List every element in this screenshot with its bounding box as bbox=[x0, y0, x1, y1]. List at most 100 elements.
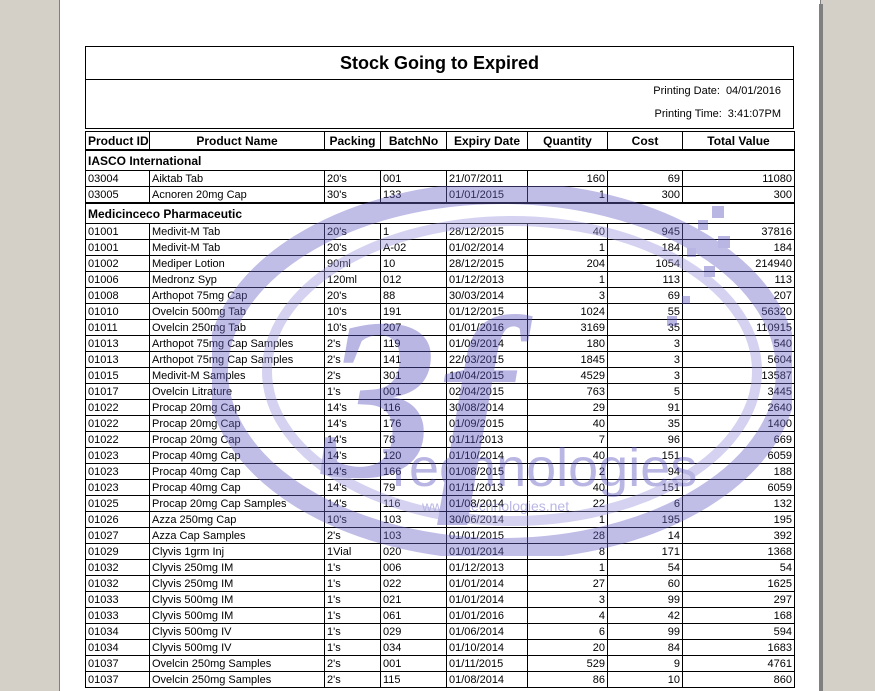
page-shadow bbox=[819, 4, 823, 691]
table-cell: 6059 bbox=[682, 479, 795, 496]
table-cell: 860 bbox=[682, 671, 795, 688]
table-cell: 14 bbox=[607, 527, 683, 544]
printing-date-label: Printing Date: bbox=[653, 85, 720, 97]
table-cell: Procap 20mg Cap bbox=[149, 415, 325, 432]
table-row: 01022 Procap 20mg Cap 14's 116 30/08/2014 29 9… bbox=[85, 399, 795, 416]
table-cell: 006 bbox=[380, 559, 447, 576]
table-cell: 2's bbox=[324, 335, 381, 352]
table-cell: 2's bbox=[324, 367, 381, 384]
table-cell: 01/10/2014 bbox=[446, 639, 528, 656]
table-cell: 4529 bbox=[527, 367, 608, 384]
table-row: 01026 Azza 250mg Cap 10's 103 30/06/2014 1 195… bbox=[85, 511, 795, 528]
table-cell: 01033 bbox=[85, 591, 150, 608]
table-row: 01015 Medivit-M Samples 2's 301 10/04/2015 45… bbox=[85, 367, 795, 384]
table-cell: 01/10/2014 bbox=[446, 447, 528, 464]
table-cell: 22/03/2015 bbox=[446, 351, 528, 368]
table-cell: 1 bbox=[527, 271, 608, 288]
table-cell: 1 bbox=[527, 239, 608, 256]
table-cell: 540 bbox=[682, 335, 795, 352]
table-cell: 300 bbox=[607, 186, 683, 204]
table-cell: Ovelcin 500mg Tab bbox=[149, 303, 325, 320]
table-cell: 01011 bbox=[85, 319, 150, 336]
table-row: 01033 Clyvis 500mg IM 1's 021 01/01/2014 3 99 2… bbox=[85, 591, 795, 608]
table-cell: 945 bbox=[607, 223, 683, 240]
table-cell: 14's bbox=[324, 463, 381, 480]
table-cell: 195 bbox=[682, 511, 795, 528]
table-cell: 3 bbox=[607, 351, 683, 368]
table-cell: 01006 bbox=[85, 271, 150, 288]
table-row: 01029 Clyvis 1grm Inj 1Vial 020 01/01/2014 8 1… bbox=[85, 543, 795, 560]
table-cell: 110915 bbox=[682, 319, 795, 336]
table-cell: 01010 bbox=[85, 303, 150, 320]
table-cell: 01/09/2014 bbox=[446, 335, 528, 352]
table-cell: 001 bbox=[380, 383, 447, 400]
table-cell: 1's bbox=[324, 607, 381, 624]
print-info: Printing Date: 04/01/2016 Printing Time:… bbox=[85, 79, 794, 129]
stock-table: Product ID Product Name Packing BatchNo Expi… bbox=[85, 131, 795, 688]
table-cell: 01025 bbox=[85, 495, 150, 512]
table-cell: 166 bbox=[380, 463, 447, 480]
table-row: 01010 Ovelcin 500mg Tab 10's 191 01/12/2015 1… bbox=[85, 303, 795, 320]
table-cell: 1's bbox=[324, 591, 381, 608]
table-cell: 01037 bbox=[85, 655, 150, 672]
table-cell: 94 bbox=[607, 463, 683, 480]
table-cell: 01032 bbox=[85, 559, 150, 576]
table-cell: 207 bbox=[380, 319, 447, 336]
table-cell: 21/07/2011 bbox=[446, 170, 528, 187]
table-cell: 01034 bbox=[85, 623, 150, 640]
table-cell: 01023 bbox=[85, 479, 150, 496]
table-cell: 01/08/2014 bbox=[446, 671, 528, 688]
table-cell: Mediper Lotion bbox=[149, 255, 325, 272]
table-row: 01032 Clyvis 250mg IM 1's 006 01/12/2013 1 54 5… bbox=[85, 559, 795, 576]
printing-time-value: 3:41:07PM bbox=[727, 108, 781, 120]
column-header: Packing bbox=[324, 131, 381, 151]
table-cell: 10's bbox=[324, 319, 381, 336]
table-cell: 14's bbox=[324, 431, 381, 448]
table-cell: 14's bbox=[324, 495, 381, 512]
table-row: 01037 Ovelcin 250mg Samples 2's 001 01/11/20… bbox=[85, 655, 795, 672]
table-cell: 113 bbox=[682, 271, 795, 288]
table-cell: 763 bbox=[527, 383, 608, 400]
table-cell: Procap 40mg Cap bbox=[149, 479, 325, 496]
group-row: Medicinceco Pharmaceutic bbox=[85, 202, 795, 224]
table-row: 01022 Procap 20mg Cap 14's 176 01/09/2015 40 3… bbox=[85, 415, 795, 432]
table-row: 03005 Acnoren 20mg Cap 30's 133 01/01/2015 1 3… bbox=[85, 186, 795, 204]
table-cell: 10's bbox=[324, 511, 381, 528]
table-cell: 115 bbox=[380, 671, 447, 688]
table-cell: 1054 bbox=[607, 255, 683, 272]
table-cell: 1's bbox=[324, 575, 381, 592]
table-row: 01011 Ovelcin 250mg Tab 10's 207 01/01/2016 3… bbox=[85, 319, 795, 336]
table-cell: 1845 bbox=[527, 351, 608, 368]
table-cell: 151 bbox=[607, 479, 683, 496]
table-cell: 01027 bbox=[85, 527, 150, 544]
table-cell: 01008 bbox=[85, 287, 150, 304]
table-cell: 188 bbox=[682, 463, 795, 480]
table-cell: 021 bbox=[380, 591, 447, 608]
table-row: 01027 Azza Cap Samples 2's 103 01/01/2015 28 1… bbox=[85, 527, 795, 544]
table-cell: 27 bbox=[527, 575, 608, 592]
table-cell: 3 bbox=[607, 335, 683, 352]
table-cell: 300 bbox=[682, 186, 795, 204]
table-cell: 151 bbox=[607, 447, 683, 464]
column-header: Product ID bbox=[85, 131, 150, 151]
table-cell: 10 bbox=[380, 255, 447, 272]
table-cell: 01/01/2014 bbox=[446, 575, 528, 592]
table-cell: 14's bbox=[324, 399, 381, 416]
table-cell: 6059 bbox=[682, 447, 795, 464]
column-header: Expiry Date bbox=[446, 131, 528, 151]
column-header: Product Name bbox=[149, 131, 325, 151]
table-cell: 1 bbox=[527, 511, 608, 528]
table-cell: 1's bbox=[324, 559, 381, 576]
table-cell: 01032 bbox=[85, 575, 150, 592]
report-title: Stock Going to Expired bbox=[339, 52, 540, 73]
table-row: 01022 Procap 20mg Cap 14's 78 01/11/2013 7 96 6… bbox=[85, 431, 795, 448]
table-row: 01032 Clyvis 250mg IM 1's 022 01/01/2014 27 60… bbox=[85, 575, 795, 592]
table-cell: 90ml bbox=[324, 255, 381, 272]
column-header: Cost bbox=[607, 131, 683, 151]
table-cell: 2640 bbox=[682, 399, 795, 416]
column-header: BatchNo bbox=[380, 131, 447, 151]
table-row: 01023 Procap 40mg Cap 14's 166 01/08/2015 2 94… bbox=[85, 463, 795, 480]
table-cell: 40 bbox=[527, 479, 608, 496]
table-cell: 392 bbox=[682, 527, 795, 544]
table-cell: 2's bbox=[324, 527, 381, 544]
